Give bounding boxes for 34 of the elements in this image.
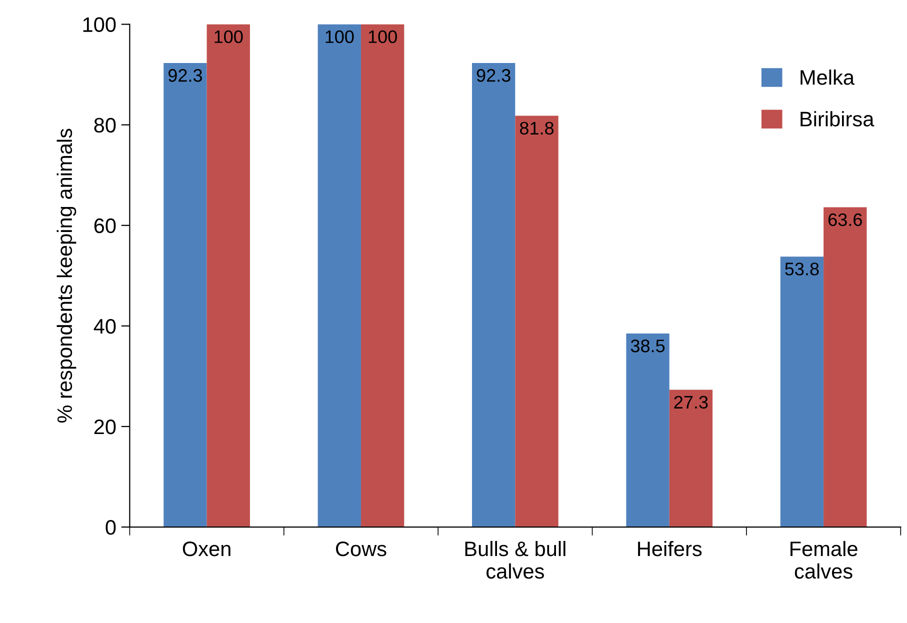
- x-tick-label: Female calves: [790, 540, 858, 579]
- bar: [515, 116, 558, 528]
- bar: [780, 256, 824, 528]
- data-label: 92.3: [476, 69, 510, 82]
- bar: [164, 63, 207, 528]
- x-tick-label: Bulls & bull calves: [465, 540, 566, 579]
- data-label: 100: [368, 30, 397, 44]
- bar: [626, 333, 670, 528]
- y-tick-label: 100: [83, 17, 116, 32]
- data-label: 27.3: [674, 396, 708, 409]
- bar: [669, 390, 713, 528]
- y-tick-label: 40: [94, 318, 116, 334]
- x-tick-label: Cows: [336, 541, 386, 556]
- bar: [206, 24, 250, 528]
- data-label: 100: [214, 30, 243, 44]
- bar: [360, 24, 404, 528]
- bar: [824, 207, 867, 528]
- x-tick-label: Heifers: [638, 540, 702, 556]
- data-label: 100: [326, 30, 354, 44]
- data-label: 53.8: [785, 262, 819, 276]
- data-label: 81.8: [520, 122, 554, 135]
- legend-label: Melka: [800, 70, 855, 85]
- data-label: 63.6: [828, 213, 862, 226]
- bar: [472, 63, 516, 528]
- y-axis-title: % respondents keeping animals: [56, 128, 76, 423]
- data-label: 92.3: [168, 69, 202, 82]
- data-label: 38.5: [630, 340, 665, 352]
- bar: [318, 24, 361, 528]
- y-tick-label: 60: [94, 218, 116, 234]
- y-tick-label: 20: [94, 420, 116, 434]
- y-tick-label: 0: [106, 520, 116, 535]
- y-tick-label: 80: [94, 118, 116, 133]
- legend-label: Biribirsa: [800, 111, 874, 126]
- x-tick-label: Oxen: [182, 541, 230, 556]
